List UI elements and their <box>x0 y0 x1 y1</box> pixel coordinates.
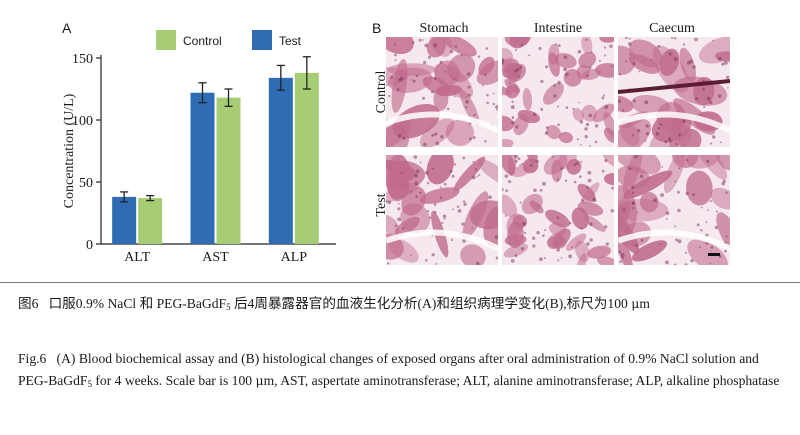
caption-english: Fig.6 (A) Blood biochemical assay and (B… <box>18 348 784 392</box>
caption-cn-mu: μ <box>631 296 640 311</box>
caption-cn-text: 口服0.9% NaCl 和 PEG-BaGdF <box>48 296 227 311</box>
caption-cn-fig-label: 图6 <box>18 296 39 311</box>
caption-cn-subscript: 5 <box>226 302 231 312</box>
column-header-intestine: Intestine <box>533 21 583 36</box>
y-tick-label: 150 <box>72 52 93 67</box>
bar-chart: 0 50 100 150 Concentration (U/L) ALT AST ALP Con… <box>62 30 336 265</box>
bar-control-alt <box>138 198 163 244</box>
y-tick-label: 100 <box>72 114 93 129</box>
y-axis-label: Concentration (U/L) <box>62 93 77 208</box>
panel-a-letter: A <box>62 20 72 36</box>
y-tick-label: 50 <box>79 176 93 191</box>
bar-control-ast <box>216 97 241 245</box>
legend-swatch-test <box>252 30 272 50</box>
caption-divider <box>0 282 800 283</box>
caption-cn-text-2: 后4周暴露器官的血液生化分析(A)和组织病理学变化(B),标尺为100 <box>230 296 632 311</box>
scale-bar <box>708 253 720 256</box>
x-tick-label-ast: AST <box>202 250 229 265</box>
legend-swatch-control <box>156 30 176 50</box>
histology-tile-caecum-control <box>618 37 730 147</box>
figure: A 0 50 100 150 Concentration (U/L) ALT AST ALP C… <box>62 20 730 265</box>
legend-label-control: Control <box>183 34 222 48</box>
histology-tile-stomach-control <box>386 37 498 147</box>
panel-b-letter: B <box>372 20 382 36</box>
histology-tile-intestine-test <box>502 155 614 265</box>
caption-en-subscript: 5 <box>87 379 92 389</box>
bar-test-alt <box>112 196 137 244</box>
column-header-stomach: Stomach <box>419 21 469 36</box>
bar-test-ast <box>190 92 215 244</box>
caption-en-text-3: m, AST, aspertate aminotransferase; ALT,… <box>263 373 780 388</box>
caption-en-text: (A) Blood biochemical assay and (B) hist… <box>18 351 759 388</box>
histology-tile-intestine-control <box>502 37 614 147</box>
caption-en-fig-label: Fig.6 <box>18 351 47 366</box>
legend-label-test: Test <box>279 34 302 48</box>
column-header-caecum: Caecum <box>649 21 695 36</box>
bar-control-alp <box>294 72 319 244</box>
x-tick-label-alt: ALT <box>124 250 150 265</box>
y-tick-label: 0 <box>86 238 93 253</box>
histology-tile-stomach-test <box>386 155 498 265</box>
caption-chinese: 图6 口服0.9% NaCl 和 PEG-BaGdF5 后4周暴露器官的血液生化… <box>18 293 784 315</box>
x-tick-label-alp: ALP <box>281 250 308 265</box>
caption-en-text-2: for 4 weeks. Scale bar is 100 <box>91 373 256 388</box>
caption-en-mu: μ <box>255 373 264 388</box>
histology-grid <box>386 37 730 265</box>
caption-cn-text-3: m <box>639 296 650 311</box>
bar-test-alp <box>268 77 293 244</box>
histology-tile-caecum-test <box>618 155 730 265</box>
